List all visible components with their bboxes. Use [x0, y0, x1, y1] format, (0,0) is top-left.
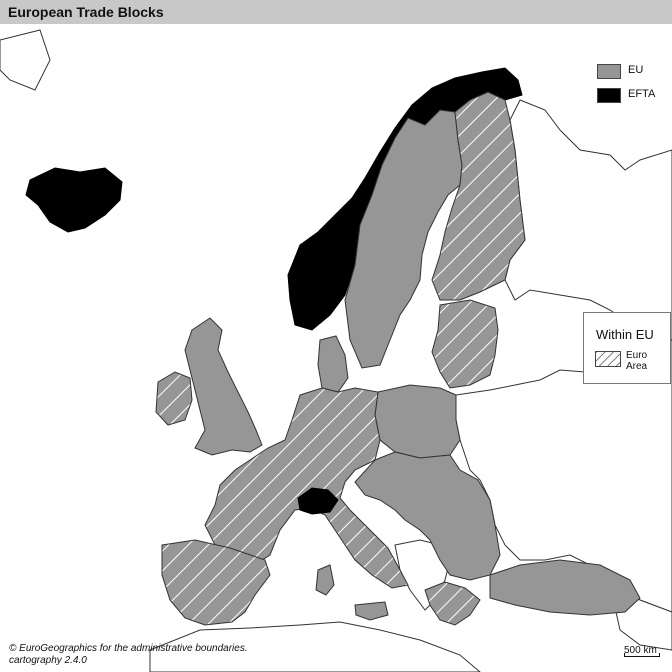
non-member-land [0, 29, 672, 672]
baltics [431, 299, 499, 389]
iceland [25, 167, 123, 233]
euro-area-swatch [595, 351, 621, 367]
map-title: European Trade Blocks [8, 4, 164, 20]
credits: © EuroGeographics for the administrative… [9, 643, 248, 667]
euro-area-label: Euro Area [626, 350, 648, 372]
legend-label: EU [628, 64, 644, 76]
map-canvas [0, 24, 672, 672]
greece [424, 581, 481, 626]
euro-core [204, 387, 409, 589]
credit-line-2: cartography 2.4.0 [9, 655, 87, 666]
turkey [489, 559, 641, 616]
switzerland [297, 487, 339, 515]
denmark [317, 335, 349, 393]
sardinia [315, 564, 335, 596]
scale-line [624, 653, 660, 657]
eu-swatch [597, 64, 621, 79]
legend-item-efta: EFTA [597, 86, 672, 104]
scale-bar: 500 km [624, 640, 660, 658]
legend-label: EFTA [628, 88, 656, 100]
within-eu-title: Within EU [596, 327, 654, 342]
united-kingdom [184, 317, 263, 456]
finland [431, 91, 526, 301]
iberia [161, 539, 271, 626]
ireland [155, 371, 193, 426]
legend-item-eu: EU [597, 62, 672, 80]
title-bar: European Trade Blocks [0, 0, 672, 25]
credit-line-1: © EuroGeographics for the administrative… [9, 643, 248, 654]
efta-swatch [597, 88, 621, 103]
central-east-eu [354, 451, 501, 581]
sicily [354, 601, 389, 621]
scale-label: 500 km [624, 645, 657, 656]
within-eu-legend: Within EU Euro Area [583, 312, 671, 384]
